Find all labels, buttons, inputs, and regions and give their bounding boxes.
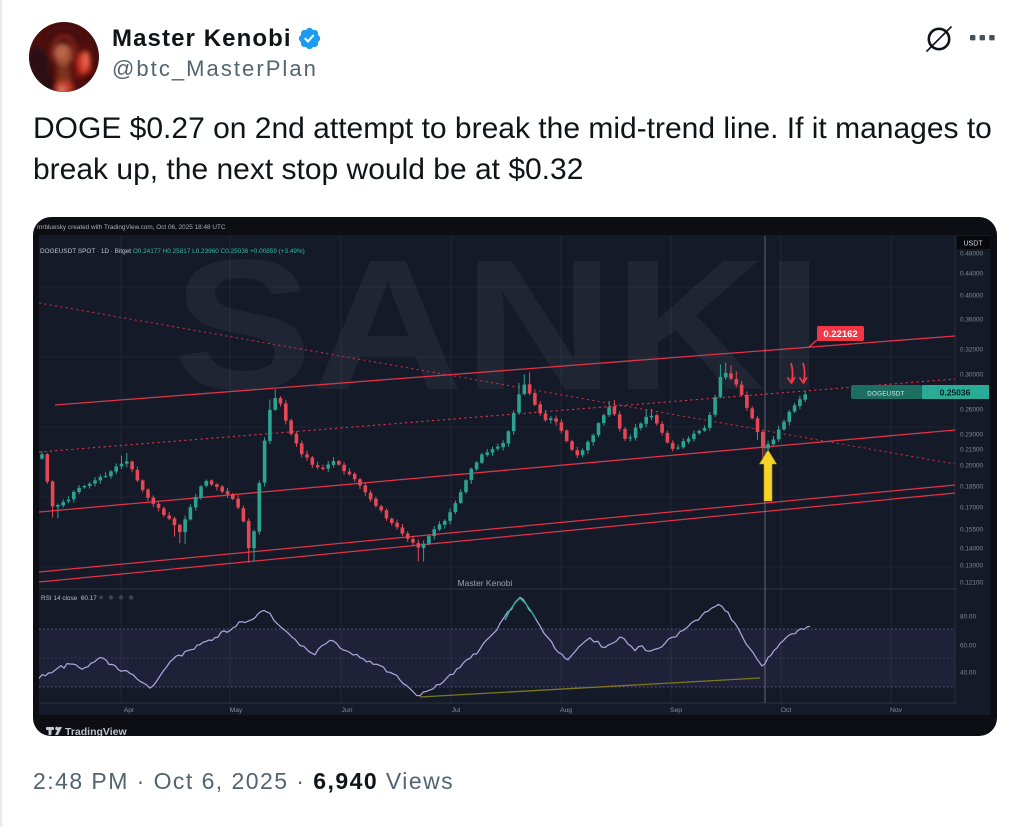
svg-text:0.21500: 0.21500 — [960, 447, 984, 454]
svg-text:Aug: Aug — [560, 707, 572, 714]
svg-text:Jun: Jun — [342, 707, 353, 714]
svg-text:0.44000: 0.44000 — [960, 271, 984, 278]
svg-text:Master Kenobi: Master Kenobi — [458, 578, 513, 588]
svg-text:SANKI: SANKI — [173, 222, 823, 429]
svg-text:Apr: Apr — [124, 707, 135, 714]
svg-text:0.12100: 0.12100 — [960, 580, 984, 587]
svg-text:RSI 14 close 60.17: RSI 14 close 60.17 — [41, 595, 97, 602]
svg-text:0.17000: 0.17000 — [960, 505, 984, 512]
svg-text:TradingView: TradingView — [65, 726, 127, 736]
svg-text:0.48000: 0.48000 — [960, 251, 984, 258]
svg-text:Nov: Nov — [890, 707, 903, 714]
svg-text:0.25036: 0.25036 — [940, 388, 971, 398]
svg-text:40.00: 40.00 — [960, 670, 976, 677]
svg-text:0.14000: 0.14000 — [960, 546, 984, 553]
svg-text:USDT: USDT — [963, 241, 983, 248]
svg-text:0.13000: 0.13000 — [960, 563, 984, 570]
svg-text:80.00: 80.00 — [960, 614, 976, 621]
svg-text:Oct: Oct — [781, 707, 792, 714]
svg-text:0.36000: 0.36000 — [960, 317, 984, 324]
svg-text:0.40000: 0.40000 — [960, 293, 984, 300]
svg-text:0.26000: 0.26000 — [960, 407, 984, 414]
svg-text:0.18500: 0.18500 — [960, 484, 984, 491]
svg-text:0.20000: 0.20000 — [960, 463, 984, 470]
svg-text:DOGEUSDT: DOGEUSDT — [867, 391, 904, 398]
svg-text:0.30000: 0.30000 — [960, 372, 984, 379]
svg-text:Jul: Jul — [452, 707, 461, 714]
svg-text:0.15500: 0.15500 — [960, 527, 984, 534]
svg-text:May: May — [230, 707, 243, 714]
svg-text:0.22162: 0.22162 — [823, 329, 857, 340]
svg-text:60.00: 60.00 — [960, 643, 976, 650]
svg-text:DOGEUSDT SPOT · 1D · Bitget O0: DOGEUSDT SPOT · 1D · Bitget O0.24177 H0.… — [40, 248, 305, 255]
svg-text:0.32000: 0.32000 — [960, 347, 984, 354]
svg-text:Sep: Sep — [670, 707, 682, 714]
svg-text:0.23000: 0.23000 — [960, 432, 984, 439]
svg-text:mrbluesky created with Trading: mrbluesky created with TradingView.com, … — [37, 224, 226, 231]
